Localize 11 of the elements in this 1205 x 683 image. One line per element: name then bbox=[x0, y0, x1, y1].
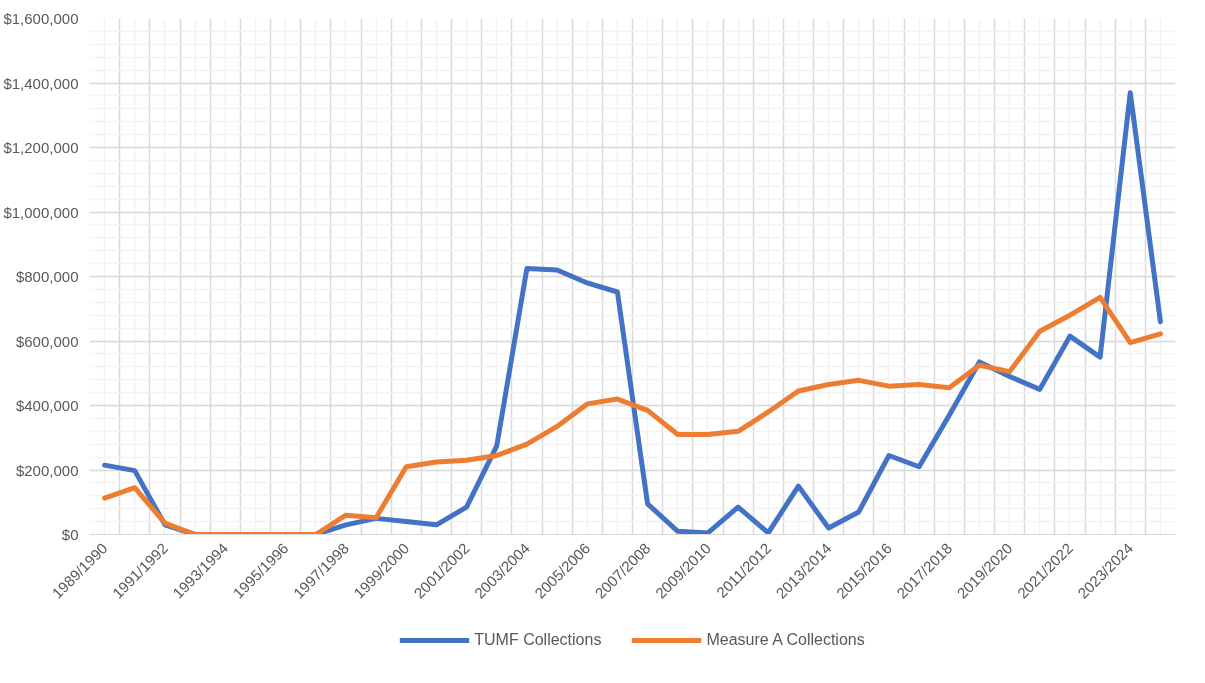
y-tick-label: $200,000 bbox=[15, 461, 79, 479]
y-tick-label: $0 bbox=[61, 526, 79, 543]
y-tick-label: $800,000 bbox=[15, 268, 79, 285]
legend-label: Measure A Collections bbox=[706, 631, 865, 649]
y-tick-label: $1,400,000 bbox=[3, 74, 79, 92]
y-tick-label: $1,600,000 bbox=[3, 10, 79, 27]
y-tick-label: $600,000 bbox=[15, 332, 79, 350]
y-tick-label: $1,000,000 bbox=[3, 203, 79, 221]
y-tick-label: $400,000 bbox=[15, 397, 79, 414]
y-tick-label: $1,200,000 bbox=[3, 139, 79, 156]
legend-label: TUMF Collections bbox=[474, 631, 602, 649]
